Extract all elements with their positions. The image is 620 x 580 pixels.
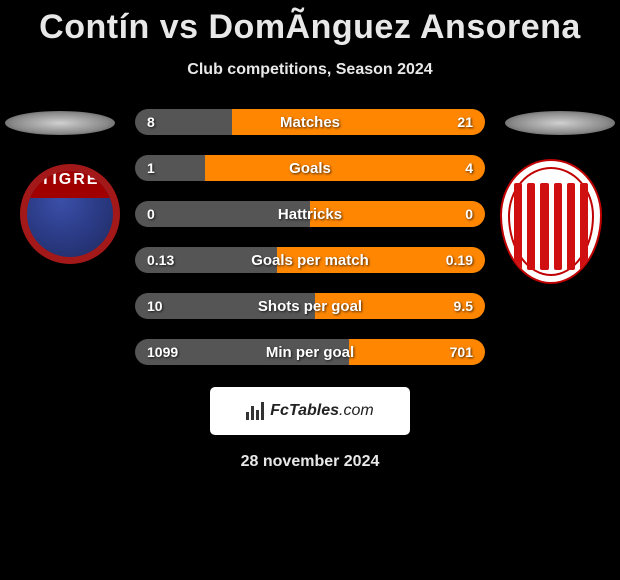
stat-bar-left-fill bbox=[135, 339, 349, 365]
comparison-area: TIGRE 821Matches 14Goals 00Hattricks 0.130.… bbox=[0, 109, 620, 365]
stat-bar-left-fill bbox=[135, 155, 205, 181]
date-text: 28 november 2024 bbox=[0, 453, 620, 471]
footer-brand-suffix: .com bbox=[339, 402, 374, 419]
stat-bar-left-fill bbox=[135, 109, 232, 135]
stat-bar-left-fill bbox=[135, 247, 277, 273]
stat-bar-right-fill bbox=[349, 339, 485, 365]
player-shadow-right bbox=[505, 111, 615, 135]
footer-brand-main: FcTables bbox=[270, 402, 339, 419]
player-shadow-left bbox=[5, 111, 115, 135]
stat-bar-left-fill bbox=[135, 293, 315, 319]
stat-bar-right-fill bbox=[310, 201, 485, 227]
stat-bar-left-fill bbox=[135, 201, 310, 227]
stat-bar: 14Goals bbox=[135, 155, 485, 181]
footer-brand-box: FcTables.com bbox=[210, 387, 410, 435]
club-badge-left-label: TIGRE bbox=[27, 171, 113, 189]
stat-bar: 821Matches bbox=[135, 109, 485, 135]
stat-bar: 0.130.19Goals per match bbox=[135, 247, 485, 273]
stat-bar-right-fill bbox=[277, 247, 485, 273]
page-title: Contín vs DomÃ­nguez Ansorena bbox=[0, 0, 620, 47]
club-badge-left: TIGRE bbox=[20, 164, 120, 264]
stat-bar-right-fill bbox=[232, 109, 485, 135]
footer-brand-text: FcTables.com bbox=[270, 402, 373, 420]
stat-bar-right-fill bbox=[315, 293, 485, 319]
stat-bar: 109.5Shots per goal bbox=[135, 293, 485, 319]
subtitle: Club competitions, Season 2024 bbox=[0, 61, 620, 79]
chart-icon bbox=[246, 402, 264, 420]
stat-bar: 00Hattricks bbox=[135, 201, 485, 227]
stat-bar-right-fill bbox=[205, 155, 485, 181]
stat-bars-container: 821Matches 14Goals 00Hattricks 0.130.19Goal… bbox=[135, 109, 485, 365]
stat-bar: 1099701Min per goal bbox=[135, 339, 485, 365]
club-badge-right bbox=[500, 159, 602, 284]
